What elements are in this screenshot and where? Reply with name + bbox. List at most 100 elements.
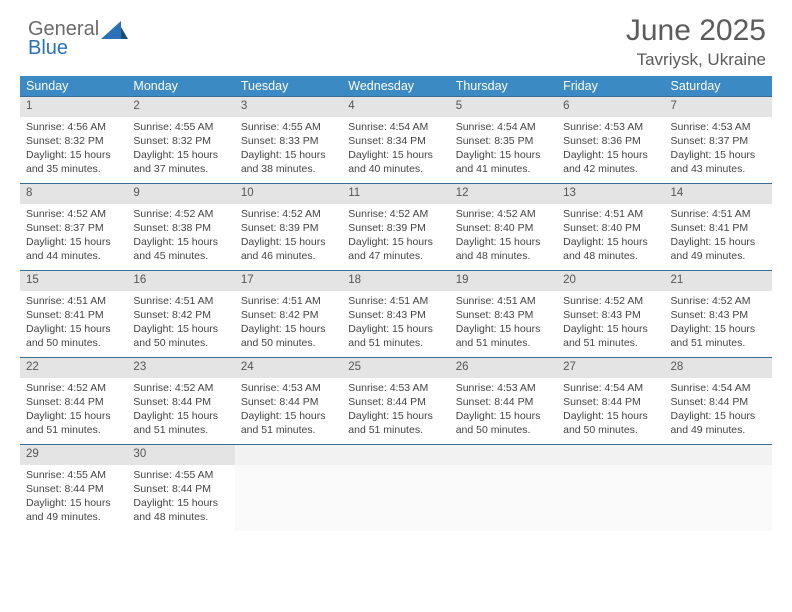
sunset-line: Sunset: 8:36 PM <box>563 134 658 148</box>
sunrise-line: Sunrise: 4:51 AM <box>133 294 228 308</box>
weekday-header-row: SundayMondayTuesdayWednesdayThursdayFrid… <box>20 76 772 96</box>
weekday-header: Saturday <box>665 76 772 96</box>
day-cell: 9Sunrise: 4:52 AMSunset: 8:38 PMDaylight… <box>127 184 234 270</box>
day-number: 9 <box>127 184 234 204</box>
day-number: 7 <box>665 97 772 117</box>
day-info: Sunrise: 4:53 AMSunset: 8:36 PMDaylight:… <box>557 117 664 183</box>
day-cell: 28Sunrise: 4:54 AMSunset: 8:44 PMDayligh… <box>665 358 772 444</box>
day-cell: 24Sunrise: 4:53 AMSunset: 8:44 PMDayligh… <box>235 358 342 444</box>
sunset-line: Sunset: 8:44 PM <box>133 395 228 409</box>
sunset-line: Sunset: 8:44 PM <box>26 482 121 496</box>
sunrise-line: Sunrise: 4:53 AM <box>671 120 766 134</box>
day-info: Sunrise: 4:55 AMSunset: 8:33 PMDaylight:… <box>235 117 342 183</box>
daylight-line: Daylight: 15 hours and 48 minutes. <box>456 235 551 263</box>
daylight-line: Daylight: 15 hours and 51 minutes. <box>241 409 336 437</box>
day-info: Sunrise: 4:51 AMSunset: 8:41 PMDaylight:… <box>665 204 772 270</box>
sunrise-line: Sunrise: 4:54 AM <box>348 120 443 134</box>
day-info: Sunrise: 4:51 AMSunset: 8:42 PMDaylight:… <box>235 291 342 357</box>
daylight-line: Daylight: 15 hours and 37 minutes. <box>133 148 228 176</box>
sunset-line: Sunset: 8:32 PM <box>26 134 121 148</box>
day-cell: 7Sunrise: 4:53 AMSunset: 8:37 PMDaylight… <box>665 97 772 183</box>
day-number: 5 <box>450 97 557 117</box>
day-cell: 20Sunrise: 4:52 AMSunset: 8:43 PMDayligh… <box>557 271 664 357</box>
day-info: Sunrise: 4:54 AMSunset: 8:44 PMDaylight:… <box>557 378 664 444</box>
daylight-line: Daylight: 15 hours and 47 minutes. <box>348 235 443 263</box>
sunrise-line: Sunrise: 4:53 AM <box>563 120 658 134</box>
day-number: 13 <box>557 184 664 204</box>
sunrise-line: Sunrise: 4:52 AM <box>133 381 228 395</box>
day-info: Sunrise: 4:51 AMSunset: 8:43 PMDaylight:… <box>450 291 557 357</box>
day-info: Sunrise: 4:52 AMSunset: 8:44 PMDaylight:… <box>20 378 127 444</box>
daylight-line: Daylight: 15 hours and 51 minutes. <box>671 322 766 350</box>
sunrise-line: Sunrise: 4:52 AM <box>26 207 121 221</box>
sunrise-line: Sunrise: 4:51 AM <box>26 294 121 308</box>
sunset-line: Sunset: 8:37 PM <box>26 221 121 235</box>
daylight-line: Daylight: 15 hours and 49 minutes. <box>671 235 766 263</box>
daylight-line: Daylight: 15 hours and 49 minutes. <box>671 409 766 437</box>
day-cell: 19Sunrise: 4:51 AMSunset: 8:43 PMDayligh… <box>450 271 557 357</box>
sunrise-line: Sunrise: 4:51 AM <box>348 294 443 308</box>
sunrise-line: Sunrise: 4:54 AM <box>456 120 551 134</box>
day-number: 24 <box>235 358 342 378</box>
sunrise-line: Sunrise: 4:55 AM <box>133 120 228 134</box>
sunrise-line: Sunrise: 4:55 AM <box>241 120 336 134</box>
sunrise-line: Sunrise: 4:53 AM <box>348 381 443 395</box>
daylight-line: Daylight: 15 hours and 46 minutes. <box>241 235 336 263</box>
day-number: 3 <box>235 97 342 117</box>
day-info: Sunrise: 4:53 AMSunset: 8:44 PMDaylight:… <box>342 378 449 444</box>
day-info: Sunrise: 4:51 AMSunset: 8:40 PMDaylight:… <box>557 204 664 270</box>
sunrise-line: Sunrise: 4:51 AM <box>241 294 336 308</box>
sunrise-line: Sunrise: 4:52 AM <box>348 207 443 221</box>
day-number: 15 <box>20 271 127 291</box>
sunrise-line: Sunrise: 4:53 AM <box>456 381 551 395</box>
sunset-line: Sunset: 8:42 PM <box>133 308 228 322</box>
daylight-line: Daylight: 15 hours and 41 minutes. <box>456 148 551 176</box>
sunset-line: Sunset: 8:40 PM <box>563 221 658 235</box>
sunrise-line: Sunrise: 4:54 AM <box>563 381 658 395</box>
location: Tavriysk, Ukraine <box>626 50 766 70</box>
day-cell: 1Sunrise: 4:56 AMSunset: 8:32 PMDaylight… <box>20 97 127 183</box>
day-number: 20 <box>557 271 664 291</box>
day-cell-empty <box>450 445 557 531</box>
daylight-line: Daylight: 15 hours and 50 minutes. <box>563 409 658 437</box>
day-number: 18 <box>342 271 449 291</box>
day-info: Sunrise: 4:51 AMSunset: 8:41 PMDaylight:… <box>20 291 127 357</box>
day-number-empty <box>665 445 772 465</box>
sunset-line: Sunset: 8:44 PM <box>563 395 658 409</box>
day-number-empty <box>342 445 449 465</box>
daylight-line: Daylight: 15 hours and 43 minutes. <box>671 148 766 176</box>
sunset-line: Sunset: 8:41 PM <box>671 221 766 235</box>
weekday-header: Friday <box>557 76 664 96</box>
daylight-line: Daylight: 15 hours and 49 minutes. <box>26 496 121 524</box>
day-cell: 29Sunrise: 4:55 AMSunset: 8:44 PMDayligh… <box>20 445 127 531</box>
daylight-line: Daylight: 15 hours and 51 minutes. <box>563 322 658 350</box>
daylight-line: Daylight: 15 hours and 50 minutes. <box>241 322 336 350</box>
day-info: Sunrise: 4:55 AMSunset: 8:32 PMDaylight:… <box>127 117 234 183</box>
day-cell: 15Sunrise: 4:51 AMSunset: 8:41 PMDayligh… <box>20 271 127 357</box>
daylight-line: Daylight: 15 hours and 42 minutes. <box>563 148 658 176</box>
sunrise-line: Sunrise: 4:51 AM <box>456 294 551 308</box>
day-cell: 17Sunrise: 4:51 AMSunset: 8:42 PMDayligh… <box>235 271 342 357</box>
day-number: 29 <box>20 445 127 465</box>
day-cell: 10Sunrise: 4:52 AMSunset: 8:39 PMDayligh… <box>235 184 342 270</box>
day-info: Sunrise: 4:52 AMSunset: 8:43 PMDaylight:… <box>665 291 772 357</box>
day-number: 28 <box>665 358 772 378</box>
day-info: Sunrise: 4:53 AMSunset: 8:37 PMDaylight:… <box>665 117 772 183</box>
day-number: 11 <box>342 184 449 204</box>
daylight-line: Daylight: 15 hours and 40 minutes. <box>348 148 443 176</box>
day-number: 19 <box>450 271 557 291</box>
sunset-line: Sunset: 8:44 PM <box>241 395 336 409</box>
day-cell: 14Sunrise: 4:51 AMSunset: 8:41 PMDayligh… <box>665 184 772 270</box>
header: General Blue June 2025 Tavriysk, Ukraine <box>20 14 772 70</box>
day-cell-empty <box>665 445 772 531</box>
week-row: 8Sunrise: 4:52 AMSunset: 8:37 PMDaylight… <box>20 183 772 270</box>
sunset-line: Sunset: 8:39 PM <box>241 221 336 235</box>
day-cell: 18Sunrise: 4:51 AMSunset: 8:43 PMDayligh… <box>342 271 449 357</box>
day-number: 27 <box>557 358 664 378</box>
weekday-header: Tuesday <box>235 76 342 96</box>
sunrise-line: Sunrise: 4:52 AM <box>241 207 336 221</box>
day-cell: 3Sunrise: 4:55 AMSunset: 8:33 PMDaylight… <box>235 97 342 183</box>
sunset-line: Sunset: 8:33 PM <box>241 134 336 148</box>
title-block: June 2025 Tavriysk, Ukraine <box>626 14 772 70</box>
sunrise-line: Sunrise: 4:52 AM <box>671 294 766 308</box>
